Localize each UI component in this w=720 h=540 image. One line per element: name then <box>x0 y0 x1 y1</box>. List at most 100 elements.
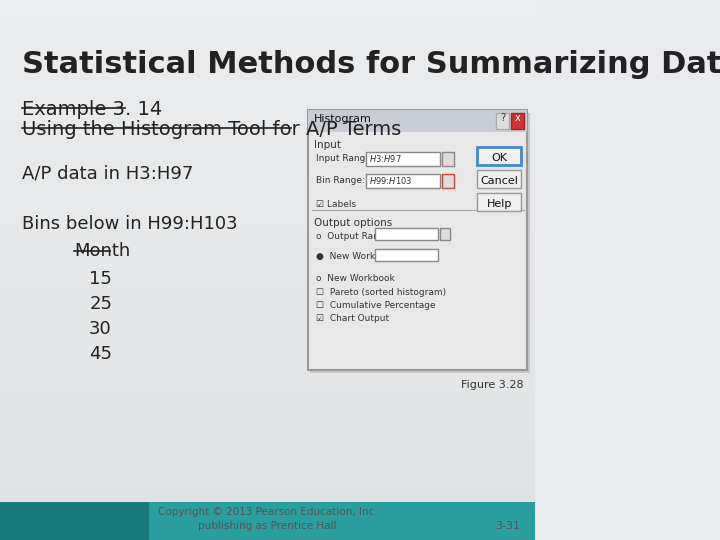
Text: Output options: Output options <box>314 218 392 228</box>
Text: Bins below in H99:H103: Bins below in H99:H103 <box>22 215 238 233</box>
Bar <box>0 135 535 140</box>
Bar <box>0 491 535 497</box>
Bar <box>0 92 535 97</box>
Bar <box>0 335 535 340</box>
FancyBboxPatch shape <box>496 113 510 129</box>
Bar <box>0 113 535 119</box>
Text: Bin Range:: Bin Range: <box>315 176 364 185</box>
Bar <box>0 405 535 410</box>
Bar <box>0 432 535 437</box>
Bar <box>0 119 535 124</box>
Bar <box>0 302 535 308</box>
Bar <box>0 524 535 529</box>
Bar <box>0 227 535 232</box>
FancyBboxPatch shape <box>310 113 529 373</box>
Bar <box>0 81 535 86</box>
Bar <box>0 238 535 243</box>
Bar <box>0 5 535 11</box>
Bar <box>0 178 535 184</box>
Bar <box>0 0 535 5</box>
Bar <box>0 427 535 432</box>
Text: ☐  Pareto (sorted histogram): ☐ Pareto (sorted histogram) <box>315 288 446 297</box>
Bar <box>0 416 535 421</box>
Bar <box>0 319 535 324</box>
Text: $H$3:$H$97: $H$3:$H$97 <box>369 153 402 164</box>
Bar <box>0 16 535 22</box>
FancyBboxPatch shape <box>366 152 441 166</box>
Bar <box>0 286 535 292</box>
Bar <box>0 97 535 103</box>
Text: 3-31: 3-31 <box>495 521 520 531</box>
Bar <box>0 373 535 378</box>
Bar <box>0 157 535 162</box>
Bar <box>0 221 535 227</box>
Bar <box>0 475 535 481</box>
Bar <box>0 173 535 178</box>
Text: $H$99:$H$103: $H$99:$H$103 <box>369 175 413 186</box>
Bar <box>0 313 535 319</box>
Bar <box>0 211 535 216</box>
Bar <box>0 502 148 540</box>
FancyBboxPatch shape <box>308 110 527 132</box>
Text: ?: ? <box>500 113 505 123</box>
Text: Example 3. 14: Example 3. 14 <box>22 100 163 119</box>
FancyBboxPatch shape <box>375 249 438 261</box>
FancyBboxPatch shape <box>477 193 521 211</box>
Text: 45: 45 <box>89 345 112 363</box>
FancyBboxPatch shape <box>442 152 454 166</box>
Bar <box>0 200 535 205</box>
Bar <box>0 367 535 373</box>
Bar <box>0 243 535 248</box>
Bar <box>0 400 535 405</box>
Bar <box>0 194 535 200</box>
Bar <box>0 70 535 76</box>
Bar <box>0 394 535 400</box>
Bar <box>0 76 535 81</box>
Bar <box>0 27 535 32</box>
Bar <box>0 65 535 70</box>
Bar <box>0 281 535 286</box>
Bar <box>0 421 535 427</box>
Bar <box>0 205 535 211</box>
FancyBboxPatch shape <box>440 228 450 240</box>
Text: ☑ Labels: ☑ Labels <box>315 200 356 209</box>
Text: OK: OK <box>491 153 507 163</box>
Bar <box>0 248 535 254</box>
FancyBboxPatch shape <box>442 174 454 188</box>
FancyBboxPatch shape <box>308 110 527 370</box>
Bar <box>0 454 535 459</box>
FancyBboxPatch shape <box>477 170 521 188</box>
Bar <box>0 38 535 43</box>
Bar <box>0 292 535 297</box>
Text: Figure 3.28: Figure 3.28 <box>461 380 523 390</box>
Bar <box>0 508 535 513</box>
Text: ☑  Chart Output: ☑ Chart Output <box>315 314 389 323</box>
Bar <box>0 340 535 346</box>
Bar <box>0 351 535 356</box>
Text: Input Range:: Input Range: <box>315 154 374 163</box>
Bar <box>0 529 535 535</box>
Text: Statistical Methods for Summarizing Data: Statistical Methods for Summarizing Data <box>22 50 720 79</box>
Bar <box>0 232 535 238</box>
Bar <box>0 151 535 157</box>
Bar <box>0 130 535 135</box>
Text: o  New Workbook: o New Workbook <box>315 274 395 283</box>
Bar <box>0 410 535 416</box>
Bar <box>0 437 535 443</box>
Text: o  Output Range:: o Output Range: <box>315 232 393 241</box>
Text: publishing as Prentice Hall: publishing as Prentice Hall <box>198 521 337 531</box>
Bar <box>0 378 535 383</box>
Bar <box>0 54 535 59</box>
Bar <box>0 346 535 351</box>
Text: x: x <box>515 113 521 123</box>
FancyBboxPatch shape <box>366 174 441 188</box>
Bar <box>0 270 535 275</box>
Bar <box>0 265 535 270</box>
Bar <box>0 535 535 540</box>
Bar <box>0 324 535 329</box>
Text: Using the Histogram Tool for A/P Terms: Using the Histogram Tool for A/P Terms <box>22 120 402 139</box>
Bar <box>0 254 535 259</box>
Text: Copyright © 2013 Pearson Education, Inc.: Copyright © 2013 Pearson Education, Inc. <box>158 507 377 517</box>
Text: 30: 30 <box>89 320 112 338</box>
Bar <box>0 297 535 302</box>
